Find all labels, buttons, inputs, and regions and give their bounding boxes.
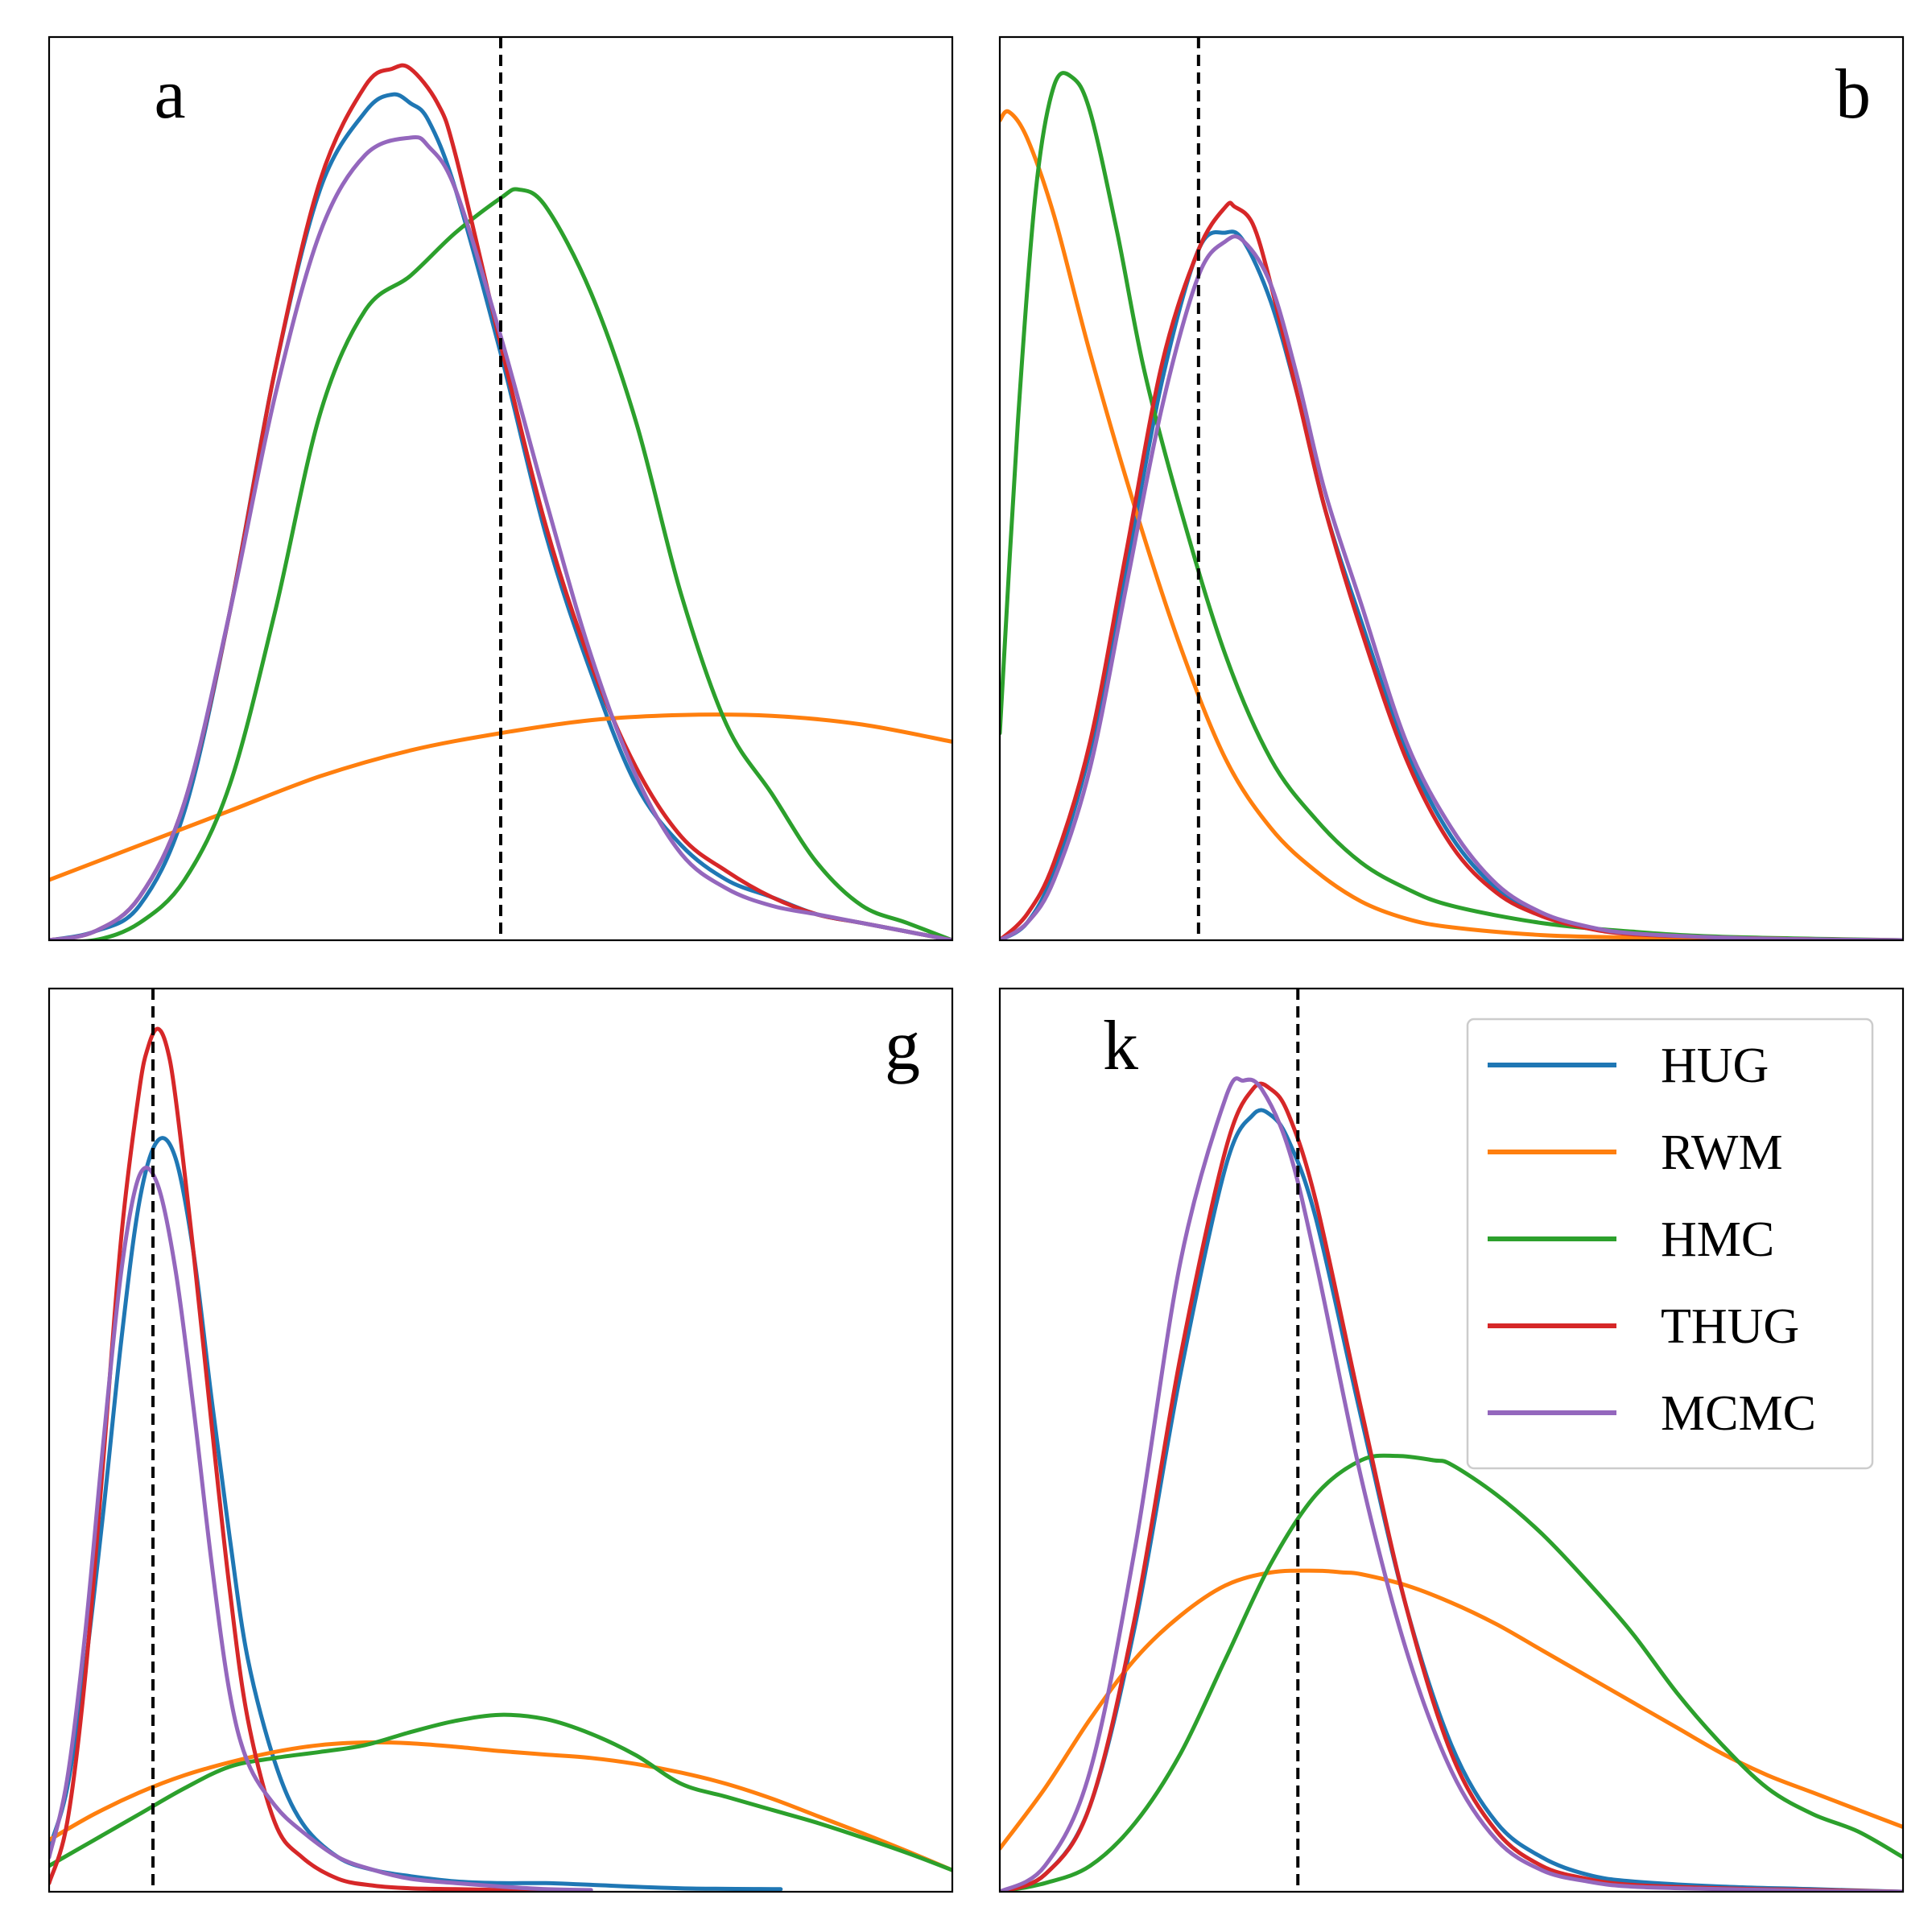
panel-g: g <box>47 987 954 1893</box>
panel-a: a <box>47 35 954 942</box>
panel-frame <box>47 987 954 1893</box>
series-line-mcmc <box>49 134 952 940</box>
panel-frame <box>47 35 954 942</box>
panel-label: k <box>1103 1007 1138 1085</box>
series-line-hmc <box>49 1712 952 1872</box>
series-line-hmc <box>49 187 952 940</box>
series-line-rwm <box>1000 109 1903 940</box>
legend-label-rwm: RWM <box>1661 1125 1783 1180</box>
panel-frame <box>998 35 1905 942</box>
series-line-rwm <box>49 1740 952 1872</box>
series-line-hmc <box>1000 71 1903 940</box>
panel-label: g <box>885 1007 920 1085</box>
panel-label: a <box>154 56 185 134</box>
series-line-rwm <box>1000 1568 1903 1851</box>
legend-frame <box>1466 1018 1874 1470</box>
series-line-hug <box>49 1136 783 1892</box>
panel-k: k HUG RWM HMC THUG MCMC <box>998 987 1905 1893</box>
panel-label: b <box>1835 56 1871 134</box>
series-line-hmc <box>1000 1453 1903 1892</box>
legend-label-hug: HUG <box>1661 1038 1769 1093</box>
legend: HUG RWM HMC THUG MCMC <box>1466 1018 1874 1470</box>
series-line-mcmc <box>49 1166 593 1892</box>
series-line-mcmc <box>1000 1076 1903 1892</box>
legend-label-mcmc: MCMC <box>1661 1386 1816 1441</box>
panel-frame <box>998 987 1905 1893</box>
legend-label-hmc: HMC <box>1661 1212 1774 1267</box>
series-line-mcmc <box>1000 234 1903 940</box>
panel-b: b <box>998 35 1905 942</box>
legend-label-thug: THUG <box>1661 1299 1799 1354</box>
